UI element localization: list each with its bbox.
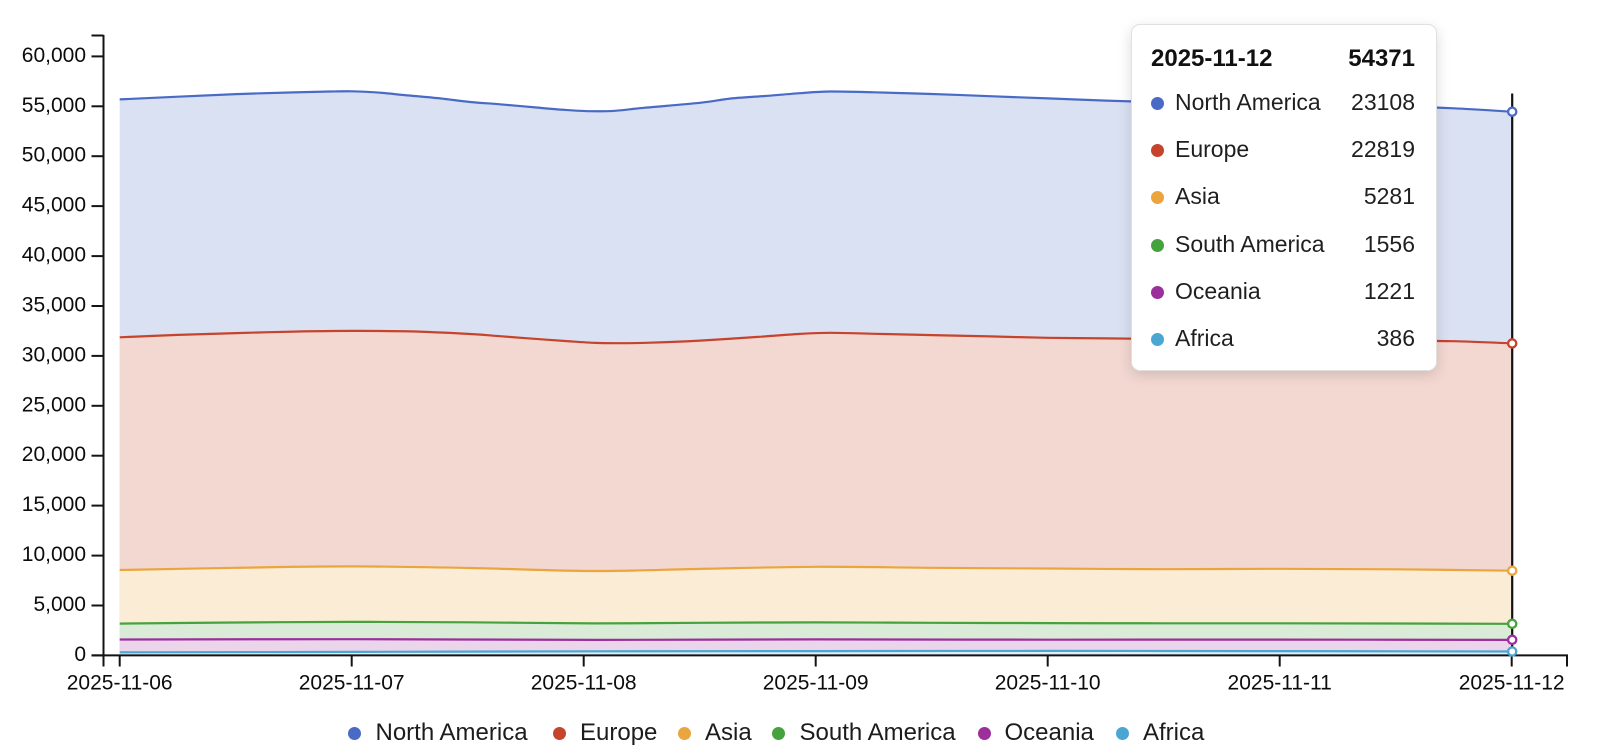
svg-text:2025-11-07: 2025-11-07 (299, 672, 405, 695)
svg-text:45,000: 45,000 (22, 194, 86, 217)
svg-text:2025-11-11: 2025-11-11 (1228, 672, 1332, 695)
svg-text:60,000: 60,000 (22, 44, 86, 67)
svg-text:20,000: 20,000 (22, 443, 86, 466)
svg-text:2025-11-09: 2025-11-09 (763, 672, 869, 695)
svg-text:10,000: 10,000 (22, 543, 86, 566)
svg-text:0: 0 (74, 643, 86, 666)
svg-text:30,000: 30,000 (22, 343, 86, 366)
svg-text:5,000: 5,000 (33, 593, 86, 616)
svg-text:2025-11-08: 2025-11-08 (531, 672, 637, 695)
svg-text:2025-11-06: 2025-11-06 (67, 672, 173, 695)
svg-text:40,000: 40,000 (22, 244, 86, 267)
svg-text:15,000: 15,000 (22, 493, 86, 516)
svg-text:25,000: 25,000 (22, 393, 86, 416)
svg-text:50,000: 50,000 (22, 144, 86, 167)
svg-text:55,000: 55,000 (22, 94, 86, 117)
svg-text:2025-11-12: 2025-11-12 (1459, 672, 1565, 695)
svg-text:2025-11-10: 2025-11-10 (995, 672, 1101, 695)
svg-text:35,000: 35,000 (22, 294, 86, 317)
